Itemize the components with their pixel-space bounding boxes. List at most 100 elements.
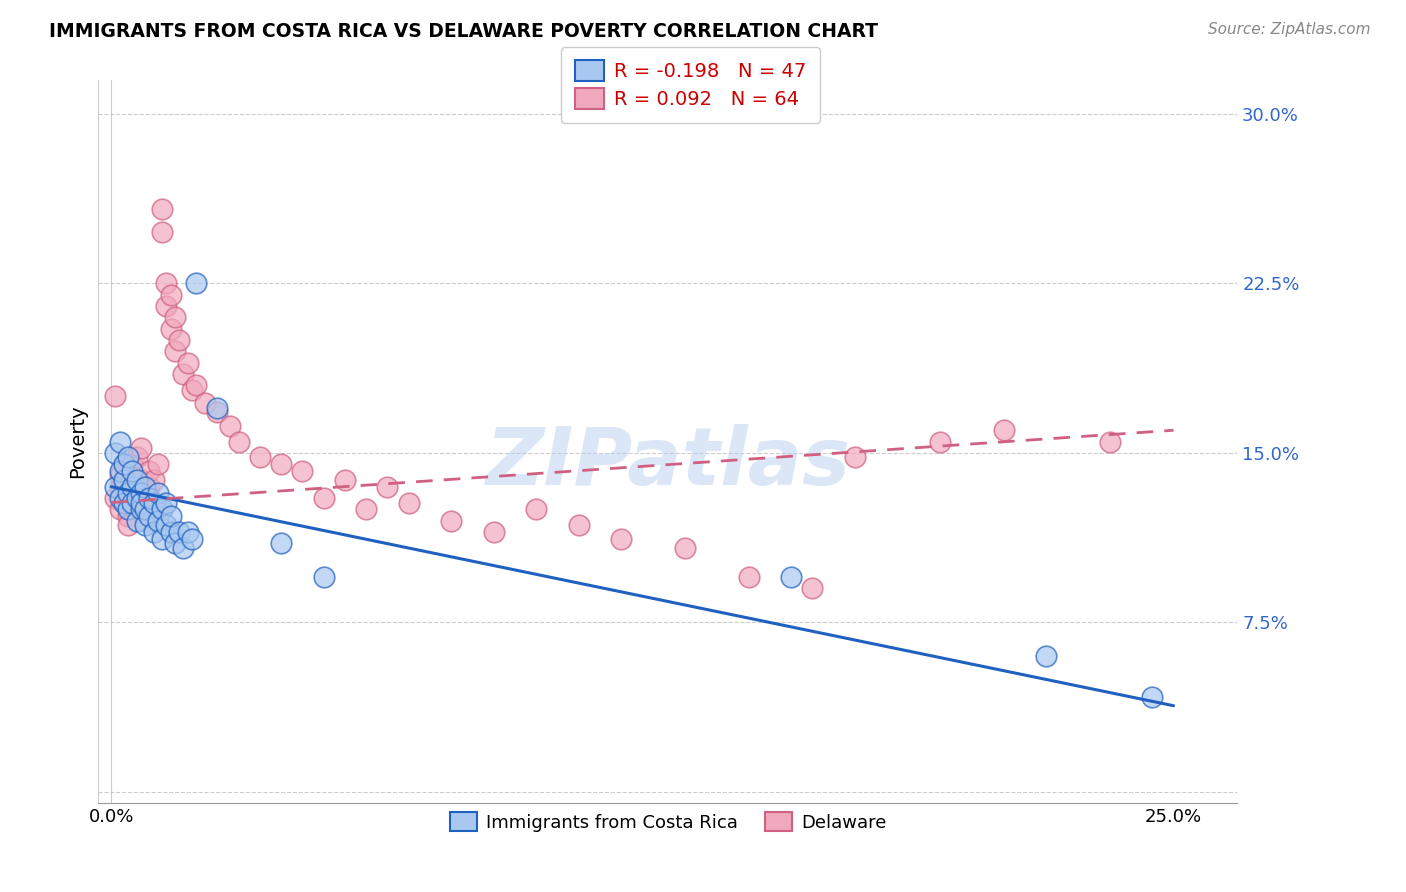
Point: [482, 524, 505, 539]
Point: [134, 480, 156, 494]
Point: [121, 464, 143, 478]
Point: [125, 450, 148, 465]
Point: [142, 495, 165, 509]
Point: [138, 480, 160, 494]
Point: [150, 225, 173, 239]
Point: [125, 480, 148, 494]
Point: [108, 480, 131, 494]
Point: [121, 495, 143, 509]
Point: [142, 495, 165, 509]
Text: IMMIGRANTS FROM COSTA RICA VS DELAWARE POVERTY CORRELATION CHART: IMMIGRANTS FROM COSTA RICA VS DELAWARE P…: [49, 22, 879, 41]
Point: [801, 582, 824, 596]
Point: [104, 480, 127, 494]
Point: [117, 502, 139, 516]
Point: [440, 514, 463, 528]
Point: [121, 480, 143, 494]
Point: [112, 473, 135, 487]
Legend: Immigrants from Costa Rica, Delaware: Immigrants from Costa Rica, Delaware: [440, 803, 896, 841]
Point: [117, 450, 139, 465]
Point: [146, 514, 169, 528]
Point: [138, 509, 160, 524]
Point: [524, 502, 547, 516]
Point: [125, 491, 148, 505]
Point: [312, 570, 335, 584]
Point: [167, 333, 190, 347]
Point: [159, 509, 181, 524]
Point: [398, 495, 420, 509]
Point: [146, 502, 169, 516]
Text: ZIPatlas: ZIPatlas: [485, 425, 851, 502]
Point: [108, 468, 131, 483]
Point: [176, 524, 198, 539]
Point: [1035, 648, 1057, 663]
Point: [186, 277, 208, 291]
Point: [104, 446, 127, 460]
Point: [117, 518, 139, 533]
Point: [180, 532, 202, 546]
Text: Source: ZipAtlas.com: Source: ZipAtlas.com: [1208, 22, 1371, 37]
Point: [117, 509, 139, 524]
Point: [172, 541, 194, 555]
Point: [117, 486, 139, 500]
Point: [108, 491, 131, 505]
Point: [112, 457, 135, 471]
Point: [121, 495, 143, 509]
Point: [172, 367, 194, 381]
Point: [159, 524, 181, 539]
Point: [134, 514, 156, 528]
Point: [108, 434, 131, 449]
Point: [159, 287, 181, 301]
Point: [121, 457, 143, 471]
Point: [163, 344, 186, 359]
Point: [155, 277, 177, 291]
Y-axis label: Poverty: Poverty: [69, 405, 87, 478]
Point: [155, 495, 177, 509]
Point: [117, 486, 139, 500]
Point: [568, 518, 591, 533]
Point: [146, 486, 169, 500]
Point: [207, 405, 229, 419]
Point: [333, 473, 356, 487]
Point: [291, 464, 314, 478]
Point: [312, 491, 335, 505]
Point: [108, 502, 131, 516]
Point: [176, 355, 198, 369]
Point: [112, 495, 135, 509]
Point: [129, 486, 152, 500]
Point: [844, 450, 866, 465]
Point: [155, 518, 177, 533]
Point: [993, 423, 1015, 437]
Point: [121, 491, 143, 505]
Point: [104, 491, 127, 505]
Point: [377, 480, 399, 494]
Point: [108, 464, 131, 478]
Point: [125, 473, 148, 487]
Point: [186, 378, 208, 392]
Point: [1142, 690, 1164, 704]
Point: [134, 518, 156, 533]
Point: [150, 532, 173, 546]
Point: [138, 491, 160, 505]
Point: [104, 389, 127, 403]
Point: [207, 401, 229, 415]
Point: [150, 502, 173, 516]
Point: [1098, 434, 1121, 449]
Point: [138, 464, 160, 478]
Point: [129, 502, 152, 516]
Point: [112, 473, 135, 487]
Point: [146, 457, 169, 471]
Point: [129, 442, 152, 456]
Point: [249, 450, 271, 465]
Point: [194, 396, 217, 410]
Point: [125, 514, 148, 528]
Point: [737, 570, 759, 584]
Point: [112, 495, 135, 509]
Point: [180, 383, 202, 397]
Point: [129, 473, 152, 487]
Point: [163, 536, 186, 550]
Point: [228, 434, 250, 449]
Point: [270, 457, 292, 471]
Point: [159, 321, 181, 335]
Point: [673, 541, 696, 555]
Point: [270, 536, 292, 550]
